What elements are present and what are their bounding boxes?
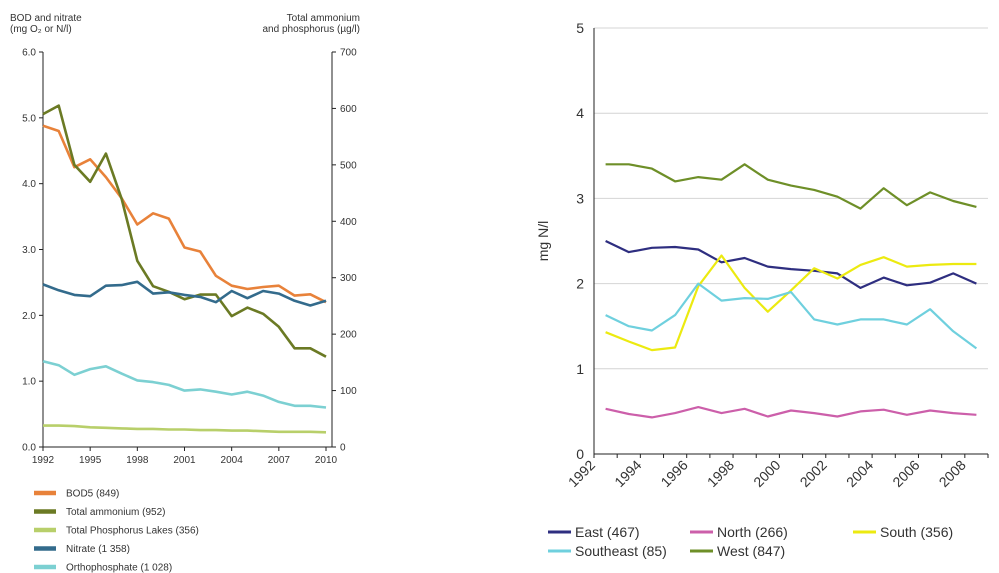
legend-label: Total ammonium (952) xyxy=(66,507,165,518)
left-axis-title-line: (mg O₂ or N/l) xyxy=(10,24,72,35)
series-line-west xyxy=(605,163,977,210)
y-axis-label: mg N/l xyxy=(535,221,551,261)
right-axis-title-line: and phosphorus (µg/l) xyxy=(263,24,361,35)
legend-label: South (356) xyxy=(880,524,953,540)
left-y-tick-label: 0.0 xyxy=(22,443,36,454)
y-tick-label: 1 xyxy=(576,361,584,377)
right-y-tick-label: 500 xyxy=(340,160,357,171)
x-tick-label: 1995 xyxy=(79,455,102,466)
series-line-total xyxy=(42,104,327,358)
legend-label: Orthophosphate (1 028) xyxy=(66,563,172,573)
series-line-orthophosphate xyxy=(42,359,327,409)
left-axis-title-line: BOD and nitrate xyxy=(10,13,82,24)
x-tick-label: 2002 xyxy=(797,457,830,490)
x-tick-label: 1998 xyxy=(126,455,149,466)
legend-label: Southeast (85) xyxy=(575,543,667,559)
x-tick-label: 2004 xyxy=(843,457,876,490)
right-axis-title-line: Total ammonium xyxy=(287,13,360,24)
x-tick-label: 2008 xyxy=(936,457,969,490)
y-tick-label: 4 xyxy=(576,105,584,121)
left-y-tick-label: 1.0 xyxy=(22,377,36,388)
series-line-south xyxy=(605,254,977,352)
left-y-tick-label: 5.0 xyxy=(22,113,36,124)
x-tick-label: 2004 xyxy=(221,455,244,466)
x-tick-label: 1994 xyxy=(611,457,644,490)
x-tick-label: 2001 xyxy=(173,455,196,466)
legend-label: Nitrate (1 358) xyxy=(66,544,130,555)
left-y-tick-label: 3.0 xyxy=(22,245,36,256)
x-tick-label: 2006 xyxy=(889,457,922,490)
series-line-bod5 xyxy=(42,124,327,304)
y-tick-label: 0 xyxy=(576,446,584,462)
right-chart-group: 0 1 2 3 4 5 mg N/l 1992 1994 1996 1998 2000 2002 2004… xyxy=(535,20,989,559)
x-tick-label: 1992 xyxy=(565,457,598,490)
right-y-tick-label: 100 xyxy=(340,386,357,397)
series-line-east xyxy=(605,240,977,289)
legend-label: North (266) xyxy=(717,524,788,540)
right-y-tick-label: 300 xyxy=(340,273,357,284)
right-y-tick-label: 700 xyxy=(340,48,357,59)
left-chart-group: BOD and nitrate(mg O₂ or N/l) Total ammon… xyxy=(10,13,360,573)
legend-label: BOD5 (849) xyxy=(66,489,119,500)
right-y-tick-label: 400 xyxy=(340,217,357,228)
series-line-north xyxy=(605,406,977,419)
y-tick-label: 3 xyxy=(576,190,584,206)
series-line-total xyxy=(43,424,327,434)
x-tick-label: 2000 xyxy=(750,457,783,490)
left-y-tick-label: 6.0 xyxy=(22,48,36,59)
x-tick-label: 1998 xyxy=(704,457,737,490)
legend-label: West (847) xyxy=(717,543,785,559)
legend-label: East (467) xyxy=(575,524,640,540)
series-line-southeast xyxy=(605,282,978,350)
x-tick-label: 2010 xyxy=(315,455,338,466)
right-y-tick-label: 0 xyxy=(340,443,346,454)
x-tick-label: 1992 xyxy=(32,455,55,466)
left-y-tick-label: 4.0 xyxy=(22,179,36,190)
x-tick-label: 2007 xyxy=(268,455,291,466)
legend-label: Total Phosphorus Lakes (356) xyxy=(66,526,199,537)
x-tick-label: 1996 xyxy=(657,457,690,490)
right-y-tick-label: 600 xyxy=(340,104,357,115)
right-y-tick-label: 200 xyxy=(340,330,357,341)
y-tick-label: 2 xyxy=(576,276,584,292)
left-y-tick-label: 2.0 xyxy=(22,311,36,322)
y-tick-label: 5 xyxy=(576,20,584,36)
series-line-nitrate xyxy=(42,280,327,307)
